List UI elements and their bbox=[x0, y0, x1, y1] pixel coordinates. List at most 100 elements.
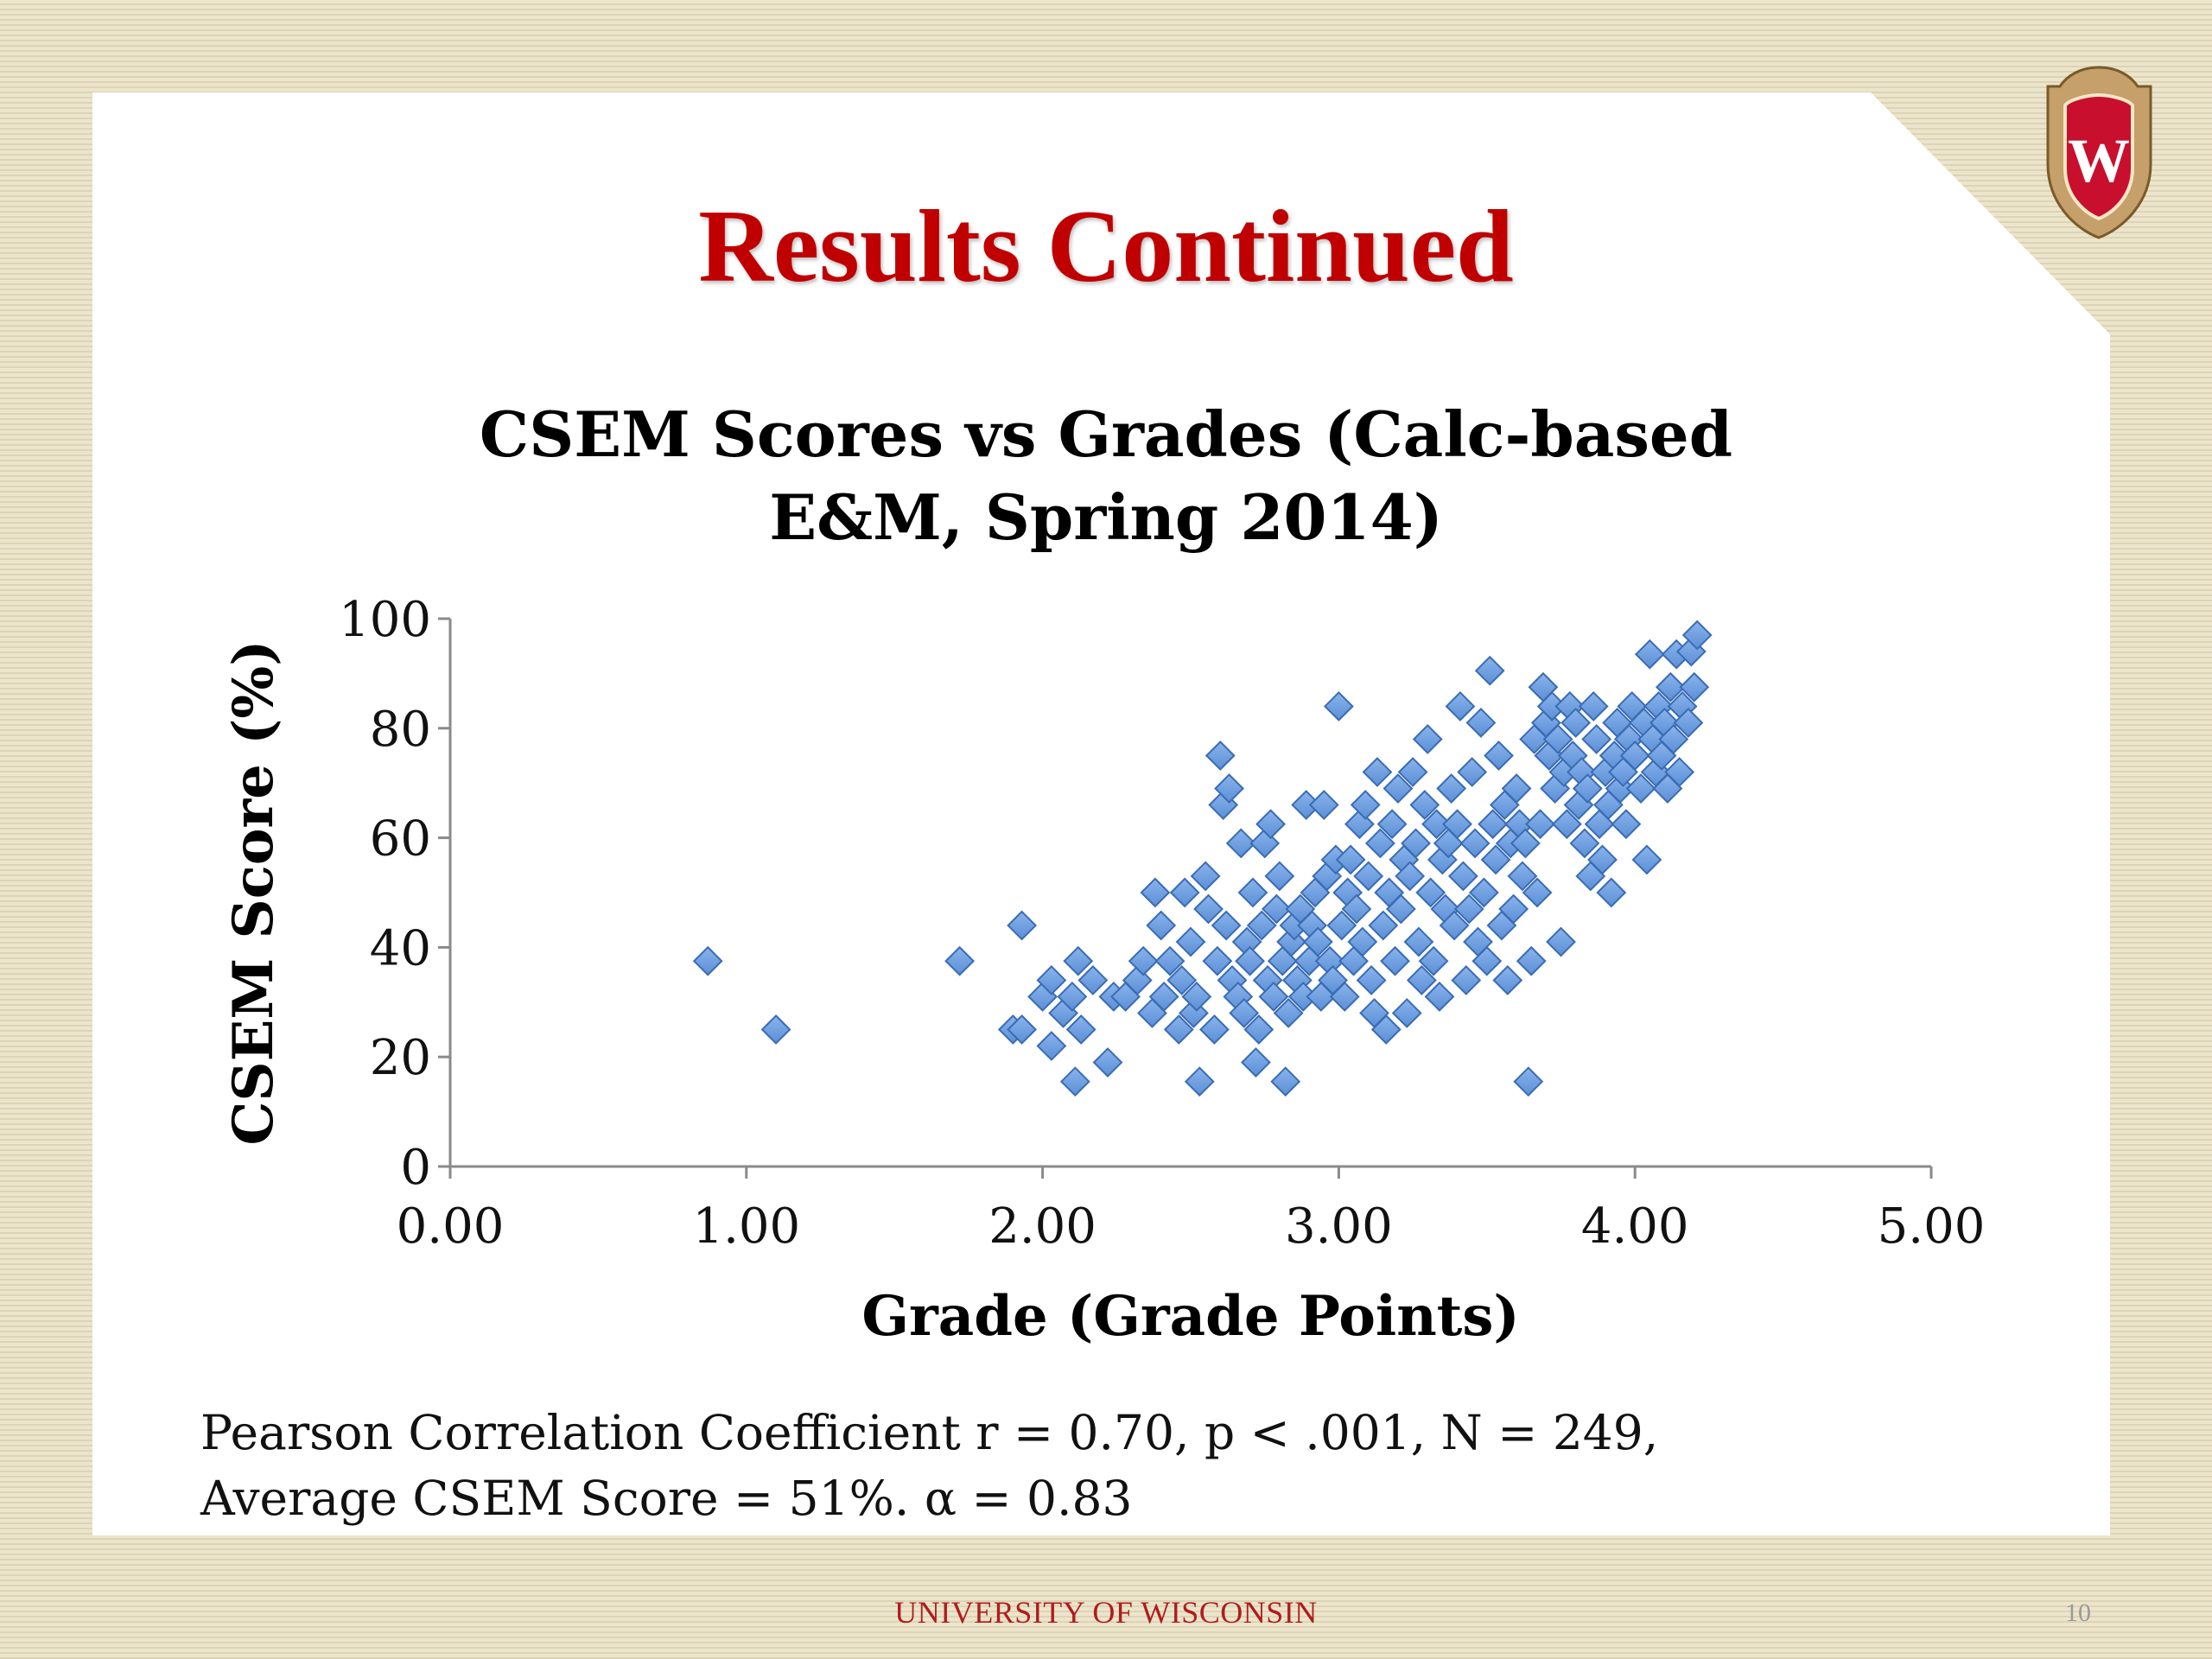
chart-title-line2: E&M, Spring 2014) bbox=[769, 480, 1443, 554]
data-point bbox=[1205, 741, 1236, 771]
data-point bbox=[1465, 708, 1497, 738]
y-tick-label: 0 bbox=[400, 1140, 431, 1196]
data-point bbox=[1658, 724, 1689, 754]
data-point bbox=[1516, 945, 1547, 976]
chart-axes bbox=[438, 617, 1933, 1179]
data-point bbox=[1468, 877, 1499, 908]
data-point bbox=[1560, 708, 1592, 738]
data-point bbox=[1507, 861, 1538, 892]
data-point bbox=[1478, 809, 1509, 840]
statistics-note-line2: Average CSEM Score = 51%. α = 0.83 bbox=[200, 1471, 1133, 1526]
chart-labels: 0 20 40 60 80 100 0.00 1.00 2.00 3.00 4.00 5.00 Grad… bbox=[221, 592, 1985, 1349]
data-point bbox=[1380, 945, 1410, 976]
data-point bbox=[1007, 1014, 1038, 1045]
data-point bbox=[1587, 844, 1618, 875]
data-point bbox=[1424, 982, 1455, 1012]
data-point bbox=[1163, 1014, 1194, 1045]
data-point bbox=[1059, 1066, 1090, 1097]
data-point bbox=[1341, 893, 1372, 925]
page-number: 10 bbox=[2065, 1599, 2091, 1627]
data-point bbox=[1631, 844, 1662, 875]
data-point bbox=[1376, 809, 1408, 840]
x-axis-title: Grade (Grade Points) bbox=[861, 1284, 1519, 1349]
data-point bbox=[1578, 691, 1609, 721]
data-point bbox=[1353, 861, 1384, 892]
data-point bbox=[1166, 965, 1198, 995]
data-point bbox=[1492, 965, 1523, 995]
data-point bbox=[1395, 861, 1426, 892]
data-point bbox=[1681, 620, 1713, 651]
data-point bbox=[1474, 655, 1505, 686]
data-point bbox=[1175, 926, 1206, 957]
data-point bbox=[1619, 741, 1650, 771]
data-point bbox=[1036, 1031, 1067, 1061]
data-point bbox=[1308, 790, 1339, 820]
data-point bbox=[1569, 828, 1600, 859]
chart-title: CSEM Scores vs Grades (Calc-based E&M, S… bbox=[0, 393, 2212, 559]
y-tick-label: 20 bbox=[370, 1030, 431, 1086]
uw-crest-icon: W bbox=[2046, 66, 2152, 239]
data-point bbox=[1347, 926, 1378, 957]
data-point bbox=[1634, 639, 1665, 670]
data-point bbox=[1498, 893, 1529, 925]
x-tick-label: 5.00 bbox=[1878, 1198, 1986, 1255]
data-point bbox=[1611, 809, 1642, 840]
chart-title-line1: CSEM Scores vs Grades (Calc-based bbox=[479, 397, 1733, 471]
data-point bbox=[1258, 982, 1289, 1012]
data-point bbox=[1190, 861, 1221, 892]
data-point bbox=[1401, 828, 1431, 859]
data-point bbox=[1459, 828, 1491, 859]
y-axis-title: CSEM Score (%) bbox=[221, 639, 286, 1145]
data-point bbox=[1385, 893, 1416, 925]
data-point bbox=[1225, 828, 1256, 859]
data-point bbox=[1412, 724, 1443, 754]
data-point bbox=[1679, 671, 1710, 702]
data-point bbox=[1513, 1066, 1544, 1097]
y-tick-label: 80 bbox=[370, 702, 431, 758]
data-point bbox=[1439, 910, 1470, 941]
data-point bbox=[1237, 877, 1268, 908]
data-point bbox=[1655, 671, 1686, 702]
data-point bbox=[1246, 910, 1277, 941]
data-point bbox=[1264, 861, 1295, 892]
slide-card bbox=[92, 92, 2110, 1535]
x-tick-label: 2.00 bbox=[988, 1198, 1096, 1255]
data-point bbox=[1406, 965, 1437, 995]
svg-text:W: W bbox=[2068, 126, 2130, 195]
data-point bbox=[1350, 790, 1381, 820]
data-point bbox=[1063, 945, 1094, 976]
data-point bbox=[1418, 945, 1449, 976]
data-point bbox=[1436, 773, 1467, 804]
data-point bbox=[1077, 965, 1109, 995]
data-point bbox=[1581, 724, 1612, 754]
data-point bbox=[1484, 741, 1514, 771]
x-tick-label: 0.00 bbox=[397, 1198, 505, 1255]
data-point bbox=[1370, 1014, 1402, 1045]
data-points bbox=[692, 620, 1713, 1097]
data-point bbox=[1092, 1047, 1123, 1077]
statistics-note-line1: Pearson Correlation Coefficient r = 0.70… bbox=[200, 1405, 1659, 1460]
data-point bbox=[1241, 1047, 1271, 1077]
data-point bbox=[1362, 757, 1393, 787]
data-point bbox=[1442, 809, 1472, 840]
data-point bbox=[1368, 910, 1399, 941]
data-point bbox=[1447, 861, 1478, 892]
data-point bbox=[1572, 773, 1603, 804]
data-point bbox=[1525, 809, 1555, 840]
data-point bbox=[1421, 809, 1452, 840]
data-point bbox=[692, 945, 723, 976]
data-point bbox=[1409, 790, 1440, 820]
x-tick-label: 4.00 bbox=[1581, 1198, 1689, 1255]
data-point bbox=[1255, 809, 1286, 840]
data-point bbox=[1211, 910, 1242, 941]
data-point bbox=[1329, 982, 1360, 1012]
data-point bbox=[1546, 926, 1576, 957]
data-point bbox=[1140, 877, 1171, 908]
data-point bbox=[1625, 773, 1656, 804]
data-point bbox=[1501, 773, 1532, 804]
data-point bbox=[1356, 965, 1387, 995]
data-point bbox=[1184, 1066, 1215, 1097]
data-point bbox=[1542, 724, 1573, 754]
data-point bbox=[1007, 910, 1038, 941]
